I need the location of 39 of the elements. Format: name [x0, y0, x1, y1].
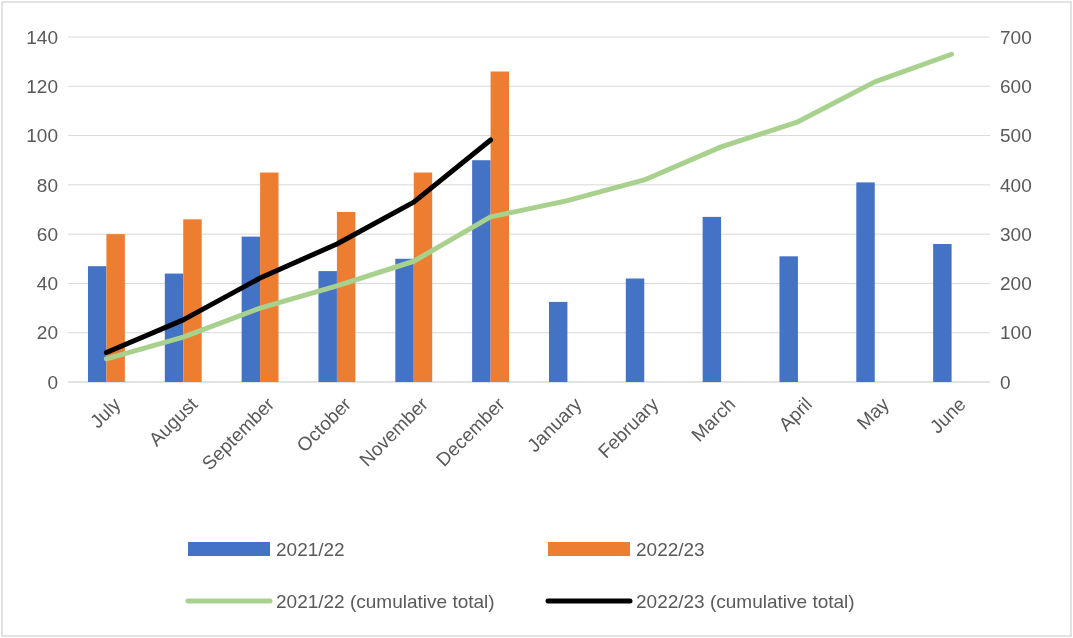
legend-label: 2022/23 [636, 538, 705, 560]
y2-tick-label: 600 [1000, 75, 1032, 97]
bar [856, 182, 875, 382]
bar [336, 211, 356, 382]
bar [241, 236, 261, 382]
legend-label: 2022/23 (cumulative total) [636, 590, 855, 612]
legend-label: 2021/22 (cumulative total) [276, 590, 495, 612]
bar [413, 172, 433, 382]
bar [548, 301, 568, 382]
bar [260, 172, 279, 382]
y2-tick-label: 400 [1000, 174, 1032, 196]
x-tick-label: May [852, 393, 894, 434]
y2-tick-label: 500 [1000, 125, 1032, 147]
bar [318, 271, 337, 382]
bar [779, 256, 798, 382]
legend-label: 2021/22 [276, 538, 345, 560]
bar [933, 244, 952, 382]
y-tick-label: 60 [36, 223, 58, 245]
bar [183, 219, 202, 382]
y-tick-label: 0 [47, 371, 58, 393]
y2-tick-label: 0 [1000, 371, 1011, 393]
y-tick-label: 40 [36, 273, 58, 295]
bar [702, 216, 722, 382]
y2-tick-label: 200 [1000, 273, 1032, 295]
bar [625, 278, 645, 382]
y-tick-label: 20 [36, 322, 58, 344]
y-tick-label: 100 [26, 125, 58, 147]
bar [106, 234, 125, 382]
bar [87, 266, 107, 382]
y-tick-label: 80 [36, 174, 58, 196]
y-tick-label: 140 [26, 26, 58, 48]
y2-tick-label: 700 [1000, 26, 1032, 48]
y2-tick-label: 100 [1000, 322, 1032, 344]
bar [472, 160, 491, 382]
x-tick-label: July [85, 393, 125, 433]
bar [490, 71, 510, 382]
bar [395, 258, 414, 382]
y-tick-label: 120 [26, 75, 58, 97]
y2-tick-label: 300 [1000, 223, 1032, 245]
